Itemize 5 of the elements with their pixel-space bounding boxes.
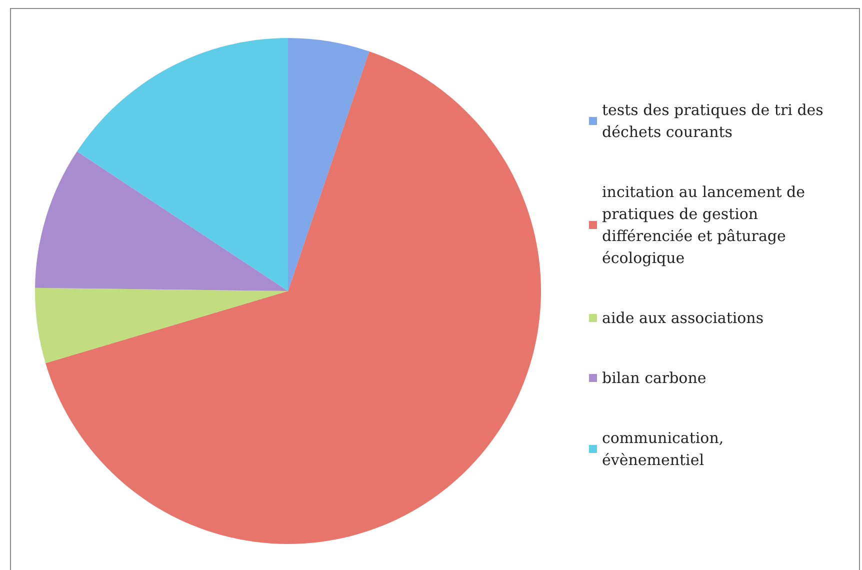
legend-label: bilan carbone [602,369,706,387]
legend-label: incitation au lancement de pratiques de gestion différenciée et pâturage écologique [602,183,810,267]
legend-label: communication, évènementiel [602,429,728,469]
legend-label: aide aux associations [602,309,764,327]
legend-label: tests des pratiques de tri des déchets courants [602,101,828,141]
